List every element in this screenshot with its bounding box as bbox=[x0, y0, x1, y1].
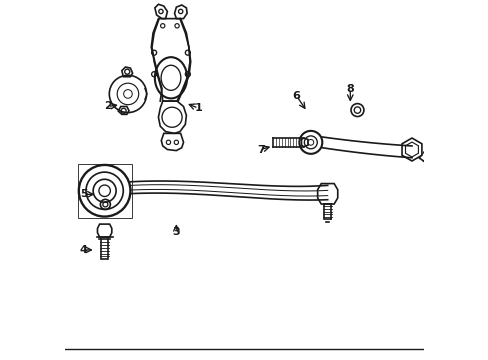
Text: 3: 3 bbox=[172, 227, 180, 237]
Text: 4: 4 bbox=[80, 245, 88, 255]
Text: 5: 5 bbox=[80, 189, 87, 199]
Text: 6: 6 bbox=[292, 91, 300, 101]
Text: 7: 7 bbox=[256, 144, 264, 154]
Text: 2: 2 bbox=[103, 102, 111, 112]
Text: 1: 1 bbox=[194, 103, 202, 113]
Text: 8: 8 bbox=[346, 84, 353, 94]
